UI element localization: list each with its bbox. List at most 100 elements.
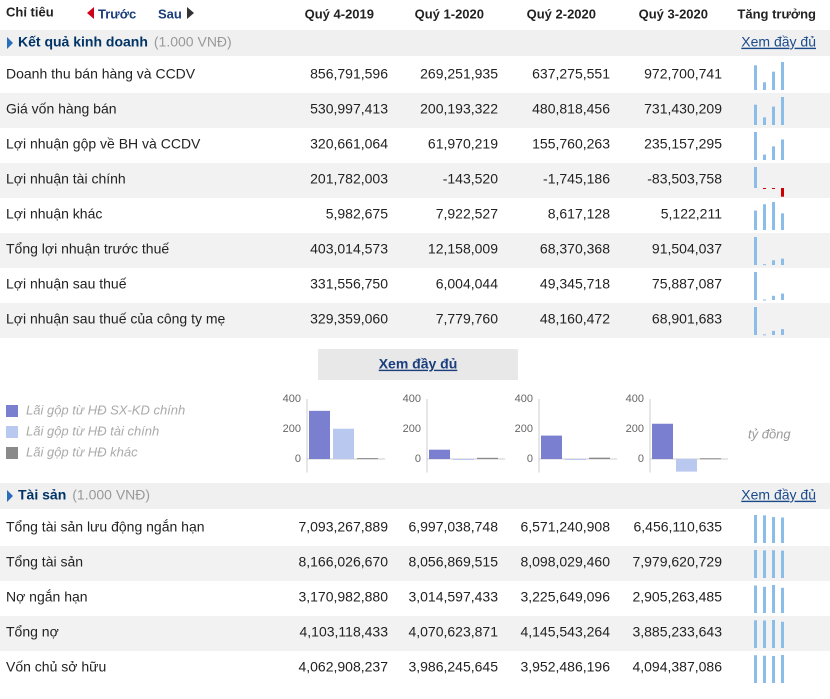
row-bg <box>0 198 830 233</box>
cell-value: 8,098,029,460 <box>520 554 610 570</box>
cell-value: 329,359,060 <box>310 311 388 327</box>
sparkline-bar <box>754 655 757 683</box>
sparkline-bar <box>772 295 775 300</box>
more-button[interactable]: Xem đầy đủ <box>379 356 458 372</box>
section-icon <box>7 37 13 49</box>
legend-swatch <box>6 426 18 438</box>
row-label: Nợ ngắn hạn <box>6 589 88 605</box>
sparkline-bar <box>763 515 766 543</box>
cell-value: 4,103,118,433 <box>300 624 389 640</box>
sparkline-bar <box>772 585 775 613</box>
section-unit: (1.000 VNĐ) <box>154 34 232 50</box>
cell-value: 68,901,683 <box>652 311 722 327</box>
cell-value: 4,145,543,264 <box>520 624 610 640</box>
bar <box>589 457 610 459</box>
period-header: Quý 1-2020 <box>415 6 484 21</box>
legend-swatch <box>6 405 18 417</box>
sparkline-bar <box>781 329 784 335</box>
cell-value: 480,818,456 <box>532 101 610 117</box>
bar <box>333 428 354 459</box>
column-header: Chỉ tiêu <box>6 4 54 19</box>
cell-value: 6,456,110,635 <box>634 519 723 535</box>
sparkline-bar <box>763 264 766 266</box>
bar <box>676 459 697 472</box>
cell-value: 972,700,741 <box>644 66 722 82</box>
sparkline-bar <box>754 272 757 300</box>
cell-value: 530,997,413 <box>310 101 388 117</box>
sparkline-bar <box>772 202 775 230</box>
sparkline-bar <box>781 655 784 683</box>
sparkline-bar <box>763 299 766 301</box>
cell-value: 3,014,597,433 <box>408 589 498 605</box>
unit-label: tỷ đồng <box>748 426 791 441</box>
sparkline-bar <box>754 65 757 90</box>
bar <box>309 410 330 459</box>
sparkline-bar <box>781 258 784 265</box>
y-tick-label: 400 <box>626 393 644 405</box>
sparkline-bar <box>754 550 757 578</box>
cell-value: 155,760,263 <box>532 136 610 152</box>
sparkline-bar <box>772 330 775 335</box>
sparkline-bar <box>772 188 775 189</box>
section-link[interactable]: Xem đầy đủ <box>741 34 816 50</box>
section-icon <box>7 490 13 502</box>
cell-value: 49,345,718 <box>540 276 610 292</box>
y-tick-label: 400 <box>515 393 533 405</box>
row-label: Lợi nhuận khác <box>6 206 102 222</box>
cell-value: 7,979,620,729 <box>632 554 722 570</box>
sparkline-bar <box>763 154 766 160</box>
sparkline-bar <box>754 620 757 648</box>
sparkline-bar <box>763 82 766 90</box>
prev-arrow[interactable] <box>87 7 94 19</box>
cell-value: 320,661,064 <box>310 136 388 152</box>
cell-value: 3,885,233,643 <box>632 624 722 640</box>
cell-value: 403,014,573 <box>310 241 388 257</box>
period-header: Quý 4-2019 <box>305 6 374 21</box>
sparkline-bar <box>781 139 784 160</box>
row-bg <box>0 128 830 163</box>
cell-value: 8,056,869,515 <box>408 554 498 570</box>
cell-value: 4,070,623,871 <box>408 624 498 640</box>
cell-value: 3,225,649,096 <box>520 589 610 605</box>
sparkline-bar <box>781 587 784 613</box>
cell-value: 2,905,263,485 <box>632 589 722 605</box>
cell-value: 269,251,935 <box>420 66 498 82</box>
cell-value: 201,782,003 <box>310 171 388 187</box>
y-tick-label: 200 <box>626 423 644 435</box>
sparkline-bar <box>763 655 766 683</box>
more-button-bg[interactable] <box>318 349 518 380</box>
next-link[interactable]: Sau <box>158 6 182 21</box>
row-bg <box>0 616 830 651</box>
bar <box>565 459 586 460</box>
cell-value: 61,970,219 <box>428 136 498 152</box>
bar <box>477 457 498 459</box>
sparkline-bar <box>754 515 757 543</box>
y-tick-label: 0 <box>527 453 533 465</box>
section-title: Kết quả kinh doanh <box>18 34 148 50</box>
cell-value: 12,158,009 <box>428 241 498 257</box>
sparkline-bar <box>781 213 784 230</box>
section-link[interactable]: Xem đầy đủ <box>741 487 816 503</box>
prev-link[interactable]: Trước <box>98 6 136 21</box>
next-arrow[interactable] <box>187 7 194 19</box>
cell-value: 856,791,596 <box>310 66 388 82</box>
legend-label: Lãi gộp từ HĐ SX-KD chính <box>26 402 185 417</box>
sparkline-bar <box>781 293 784 300</box>
y-tick-label: 0 <box>415 453 421 465</box>
cell-value: 731,430,209 <box>644 101 722 117</box>
legend-swatch <box>6 447 18 459</box>
row-label: Vốn chủ sở hữu <box>6 659 106 675</box>
sparkline-bar <box>772 517 775 543</box>
bar <box>652 423 673 459</box>
period-header: Quý 3-2020 <box>639 6 708 21</box>
sparkline-bar <box>781 550 784 578</box>
bar <box>453 459 474 460</box>
cell-value: 5,122,211 <box>661 206 722 222</box>
cell-value: 48,160,472 <box>540 311 610 327</box>
cell-value: 75,887,087 <box>652 276 722 292</box>
cell-value: 5,982,675 <box>326 206 388 222</box>
row-label: Lợi nhuận sau thuế <box>6 276 127 292</box>
bar <box>357 458 378 460</box>
y-tick-label: 200 <box>403 423 421 435</box>
